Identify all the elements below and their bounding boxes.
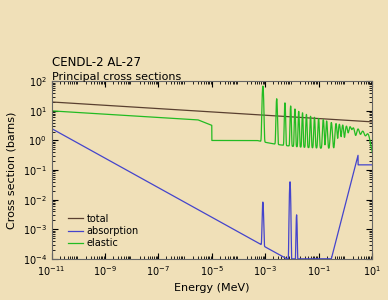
elastic bbox=[49, 109, 54, 113]
absorption bbox=[290, 257, 295, 261]
elastic bbox=[308, 121, 312, 124]
Legend: total, absorption, elastic: total, absorption, elastic bbox=[66, 212, 140, 250]
total bbox=[290, 115, 295, 119]
Line: elastic: elastic bbox=[52, 86, 377, 159]
absorption bbox=[374, 163, 379, 167]
total bbox=[66, 101, 70, 105]
elastic bbox=[242, 139, 246, 142]
total bbox=[49, 100, 54, 104]
elastic bbox=[167, 116, 171, 120]
Line: total: total bbox=[52, 102, 377, 122]
Text: CENDL-2 AL-27: CENDL-2 AL-27 bbox=[52, 56, 140, 69]
total bbox=[308, 116, 312, 120]
total bbox=[256, 113, 260, 117]
elastic bbox=[256, 139, 260, 142]
absorption bbox=[242, 233, 246, 237]
Line: absorption: absorption bbox=[52, 128, 377, 259]
Y-axis label: Cross section (barns): Cross section (barns) bbox=[7, 111, 17, 229]
absorption bbox=[167, 192, 171, 196]
absorption bbox=[256, 241, 260, 245]
absorption bbox=[284, 257, 289, 261]
total bbox=[242, 112, 246, 116]
elastic bbox=[290, 145, 295, 148]
elastic bbox=[261, 84, 265, 88]
total bbox=[374, 120, 379, 124]
elastic bbox=[374, 157, 379, 160]
total bbox=[167, 107, 171, 111]
absorption bbox=[66, 136, 70, 140]
X-axis label: Energy (MeV): Energy (MeV) bbox=[174, 283, 249, 293]
elastic bbox=[66, 110, 70, 114]
absorption bbox=[308, 257, 312, 261]
absorption bbox=[49, 127, 54, 130]
Text: Principal cross sections: Principal cross sections bbox=[52, 72, 181, 82]
